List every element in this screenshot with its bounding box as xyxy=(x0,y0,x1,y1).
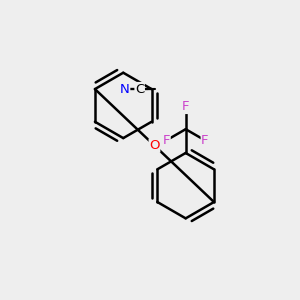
Text: F: F xyxy=(163,134,170,147)
Text: F: F xyxy=(201,134,209,147)
Text: N: N xyxy=(120,82,130,96)
Text: F: F xyxy=(182,100,189,113)
Text: O: O xyxy=(149,139,160,152)
Text: C: C xyxy=(135,82,144,96)
